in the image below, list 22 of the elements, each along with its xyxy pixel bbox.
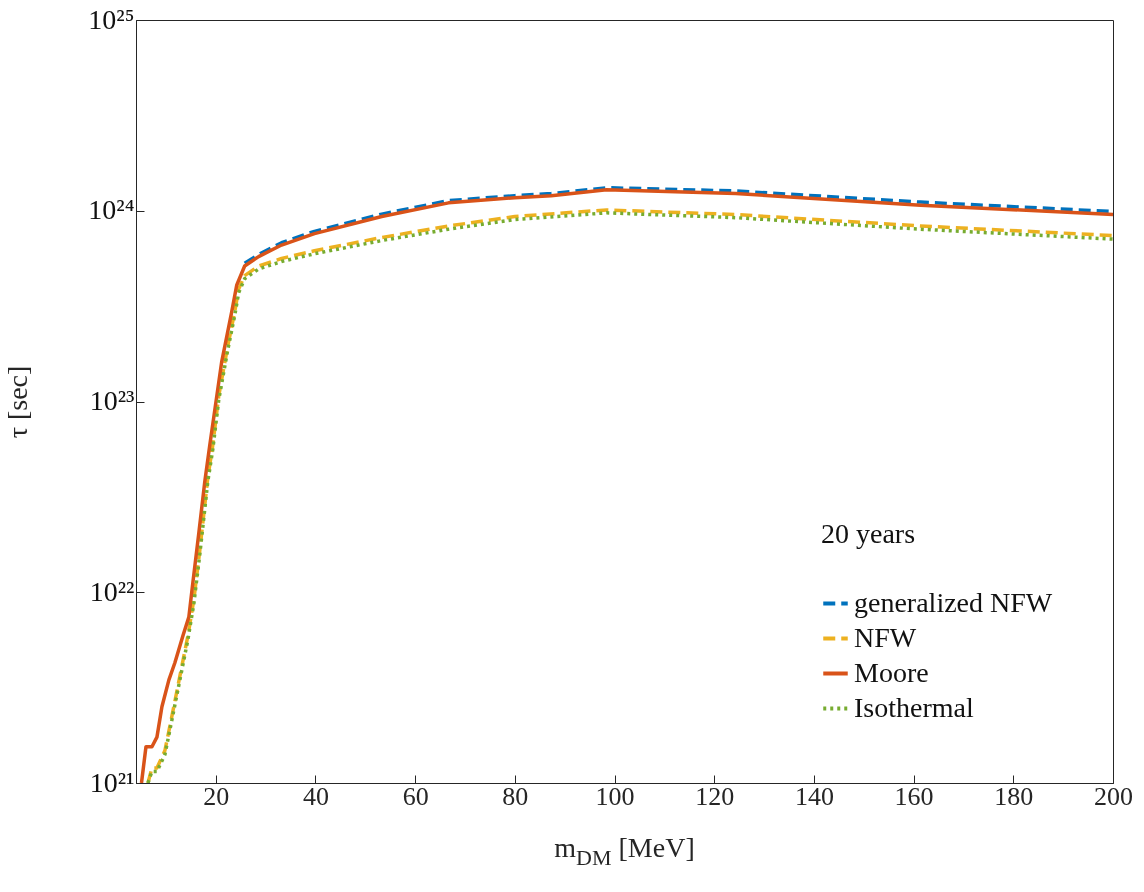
x-tick-label: 200: [1094, 781, 1133, 811]
x-tick-label: 140: [794, 781, 834, 811]
legend-label: NFW: [854, 621, 917, 653]
y-tick-label: 10²¹: [89, 766, 135, 798]
y-tick-label: 10²³: [89, 385, 135, 416]
x-tick-label: 80: [502, 781, 529, 811]
y-axis-title: τ [sec]: [2, 365, 34, 439]
x-tick-label: 100: [595, 781, 635, 811]
x-tick-label: 40: [302, 781, 329, 811]
legend-label: Moore: [854, 656, 929, 688]
x-tick-label: 120: [695, 781, 735, 811]
y-tick-label: 10²⁵: [88, 3, 135, 35]
legend-label: Isothermal: [854, 691, 974, 723]
y-tick-label: 10²⁴: [88, 194, 135, 226]
x-tick-label: 160: [894, 781, 934, 811]
legend-label: generalized NFW: [854, 586, 1053, 618]
x-tick-label: 180: [994, 781, 1034, 811]
x-tick-label: 60: [402, 781, 429, 811]
y-tick-label: 10²²: [89, 575, 135, 607]
x-tick-label: 20: [203, 781, 230, 811]
x-axis-title: m$_{DM}$ [MeV]: [553, 832, 696, 871]
legend-title: 20 years: [821, 518, 916, 549]
